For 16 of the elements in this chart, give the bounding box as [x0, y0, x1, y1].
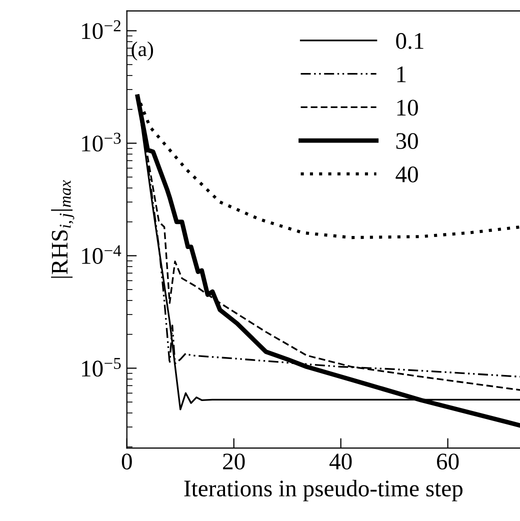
legend-label: 1 [397, 66, 406, 82]
x-tick-label: 0 [122, 454, 132, 470]
legend-label: 0.1 [396, 33, 424, 50]
y-tick-label: 10$^{−4}$ [82, 245, 122, 264]
x-axis-title: Iterations in pseudo-time step [184, 480, 463, 502]
legend-label: 30 [396, 133, 418, 150]
y-tick-label: 10$^{−5}$ [82, 358, 121, 377]
y-axis-title: |RHS$_{i,j}$|$_{max}$ [51, 180, 74, 278]
annotation: (a) [132, 42, 154, 60]
y-tick-label: 10$^{−2}$ [82, 20, 120, 40]
x-tick-label: 60 [437, 454, 459, 470]
legend-label: 40 [396, 166, 418, 182]
x-tick-label: 20 [223, 454, 245, 470]
legend-label: 10 [397, 100, 418, 116]
y-tick-label: 10$^{−3}$ [82, 132, 121, 152]
x-tick-label: 40 [329, 454, 352, 470]
